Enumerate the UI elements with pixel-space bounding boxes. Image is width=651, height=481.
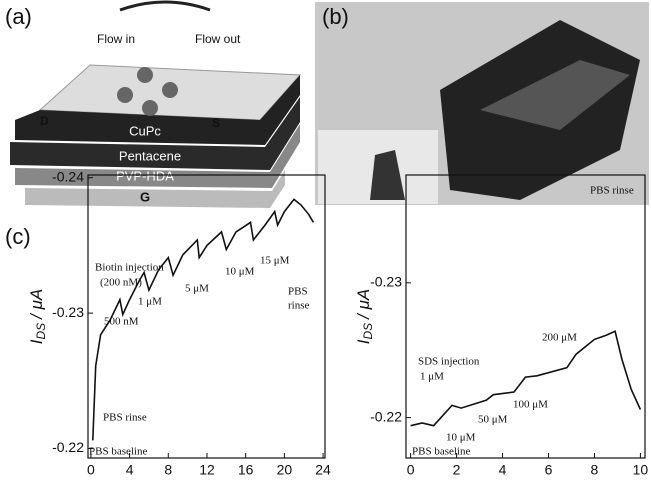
x-tick-label: 0 — [87, 462, 95, 478]
x-tick-label: 6 — [545, 462, 553, 478]
x-tick-label: 16 — [238, 462, 254, 478]
x-tick-label: 10 — [633, 462, 649, 478]
annotation: 10 μM — [446, 432, 476, 444]
x-tick-label: 4 — [126, 462, 134, 478]
y-label-sub: DS — [34, 323, 48, 340]
source-label: S — [212, 116, 220, 130]
flow-in: Flow in — [97, 32, 135, 46]
layer-label: CuPc — [129, 123, 161, 138]
figure: (a) Flow in Flow out D S CuPc Pentacene … — [0, 0, 651, 481]
annotation: PBS rinse — [590, 185, 634, 197]
x-tick-label: 2 — [453, 462, 461, 478]
drain-label: D — [40, 114, 49, 128]
annotation: PBS rinse — [103, 412, 147, 424]
panel-label: (c) — [5, 224, 31, 249]
annotation: SDS injection — [418, 356, 480, 368]
x-tick-label: 12 — [199, 462, 215, 478]
panel-label: (a) — [5, 4, 32, 29]
y-label-unit: / μA — [354, 289, 373, 320]
annotation: 1 μM — [138, 296, 162, 308]
annotation: Biotin injection — [95, 262, 164, 274]
layer-label: G — [140, 189, 150, 204]
annotation: 5 μM — [185, 283, 209, 295]
y-tick-label: -0.23 — [370, 274, 402, 290]
annotation: PBS baseline — [89, 446, 147, 458]
x-tick-label: 0 — [407, 462, 415, 478]
y-label-sub: DS — [361, 323, 375, 340]
y-tick-label: -0.24 — [52, 168, 84, 184]
annotation: PBS baseline — [412, 446, 470, 458]
page: (a) Flow in Flow out D S CuPc Pentacene … — [0, 0, 651, 481]
annotation: 10 μM — [225, 266, 255, 278]
flow-arrow — [120, 2, 210, 10]
x-tick-label: 8 — [164, 462, 172, 478]
molecule — [137, 67, 153, 83]
annotation: 50 μM — [478, 414, 508, 426]
x-tick-label: 24 — [315, 462, 331, 478]
annotation: 1 μM — [420, 371, 444, 383]
y-axis-label: IDS/ μA — [27, 289, 48, 345]
y-label-unit: / μA — [27, 289, 46, 320]
annotation: rinse — [288, 300, 310, 312]
annotation: PBS — [288, 286, 308, 298]
x-tick-label: 20 — [277, 462, 293, 478]
molecule — [162, 82, 178, 98]
layer-label: Pentacene — [119, 148, 181, 163]
molecule — [142, 100, 158, 116]
y-tick-label: -0.23 — [52, 304, 84, 320]
x-tick-label: 8 — [591, 462, 599, 478]
data-line — [411, 331, 641, 425]
device-diagram: (a) Flow in Flow out D S CuPc Pentacene … — [5, 2, 300, 208]
flow-out: Flow out — [195, 32, 241, 46]
annotation: 100 μM — [513, 399, 548, 411]
annotation: 15 μM — [260, 255, 290, 267]
y-tick-label: -0.22 — [370, 408, 402, 424]
layer-label: PVP-HDA — [116, 168, 174, 183]
panel-label: (b) — [322, 4, 349, 29]
y-tick-label: -0.22 — [52, 439, 84, 455]
x-tick-label: 4 — [499, 462, 507, 478]
y-axis-label: IDS/ μA — [354, 289, 375, 345]
annotation: 200 μM — [542, 332, 577, 344]
molecule — [117, 87, 133, 103]
